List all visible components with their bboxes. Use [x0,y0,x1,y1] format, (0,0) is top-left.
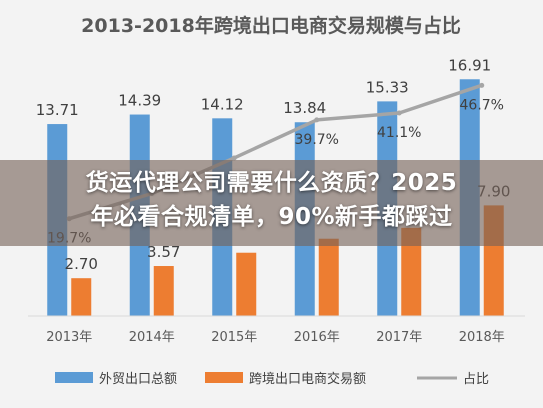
x-tick-3: 2016年 [294,330,340,345]
legend: 外贸出口总额 跨境出口电商交易额 占比 [55,371,489,387]
label-total-2: 14.12 [201,95,244,113]
bar-ecommerce-1 [153,266,174,316]
data-labels: 13.712.7019.7%14.393.5714.1213.8439.7%15… [36,56,511,273]
legend-label-total: 外贸出口总额 [99,372,177,387]
share-point-3 [314,117,320,123]
caption-line-1: 货运代理公司需要什么资质？2025 [85,170,458,196]
label-total-1: 14.39 [118,92,161,110]
legend-swatch-ecommerce [205,372,243,383]
label-share-3: 39.7% [295,132,339,148]
label-ecommerce-1: 3.57 [147,243,180,261]
caption-overlay [0,160,543,246]
label-share-4: 41.1% [377,125,421,141]
bar-ecommerce-2 [236,252,257,316]
label-total-0: 13.71 [36,101,79,119]
caption-line-2: 年必看合规清单，90%新手都踩过 [90,204,453,230]
caption-text: 货运代理公司需要什么资质？2025 年必看合规清单，90%新手都踩过 [0,166,543,234]
label-total-3: 13.84 [283,99,326,117]
x-axis-ticks: 2013年 2014年 2015年 2016年 2017年 2018年 [46,330,505,345]
chart-title: 2013-2018年跨境出口电商交易规模与占比 [81,14,461,37]
share-point-2 [231,155,237,161]
x-tick-4: 2017年 [376,330,422,345]
series-ecommerce-bars [71,205,504,316]
share-point-4 [396,110,402,116]
label-ecommerce-0: 2.70 [65,255,98,273]
x-tick-0: 2013年 [46,330,92,345]
label-total-5: 16.91 [448,56,491,74]
bar-ecommerce-0 [71,278,92,316]
label-total-4: 15.33 [366,78,409,96]
share-point-5 [479,82,485,88]
legend-swatch-total [55,372,93,383]
x-tick-2: 2015年 [211,330,257,345]
bar-ecommerce-4 [401,227,422,316]
x-tick-5: 2018年 [459,330,505,345]
legend-label-ecommerce: 跨境出口电商交易额 [249,371,366,387]
x-tick-1: 2014年 [129,330,175,345]
label-share-5: 46.7% [460,97,504,113]
bar-ecommerce-3 [318,238,339,316]
legend-label-share: 占比 [463,372,489,387]
